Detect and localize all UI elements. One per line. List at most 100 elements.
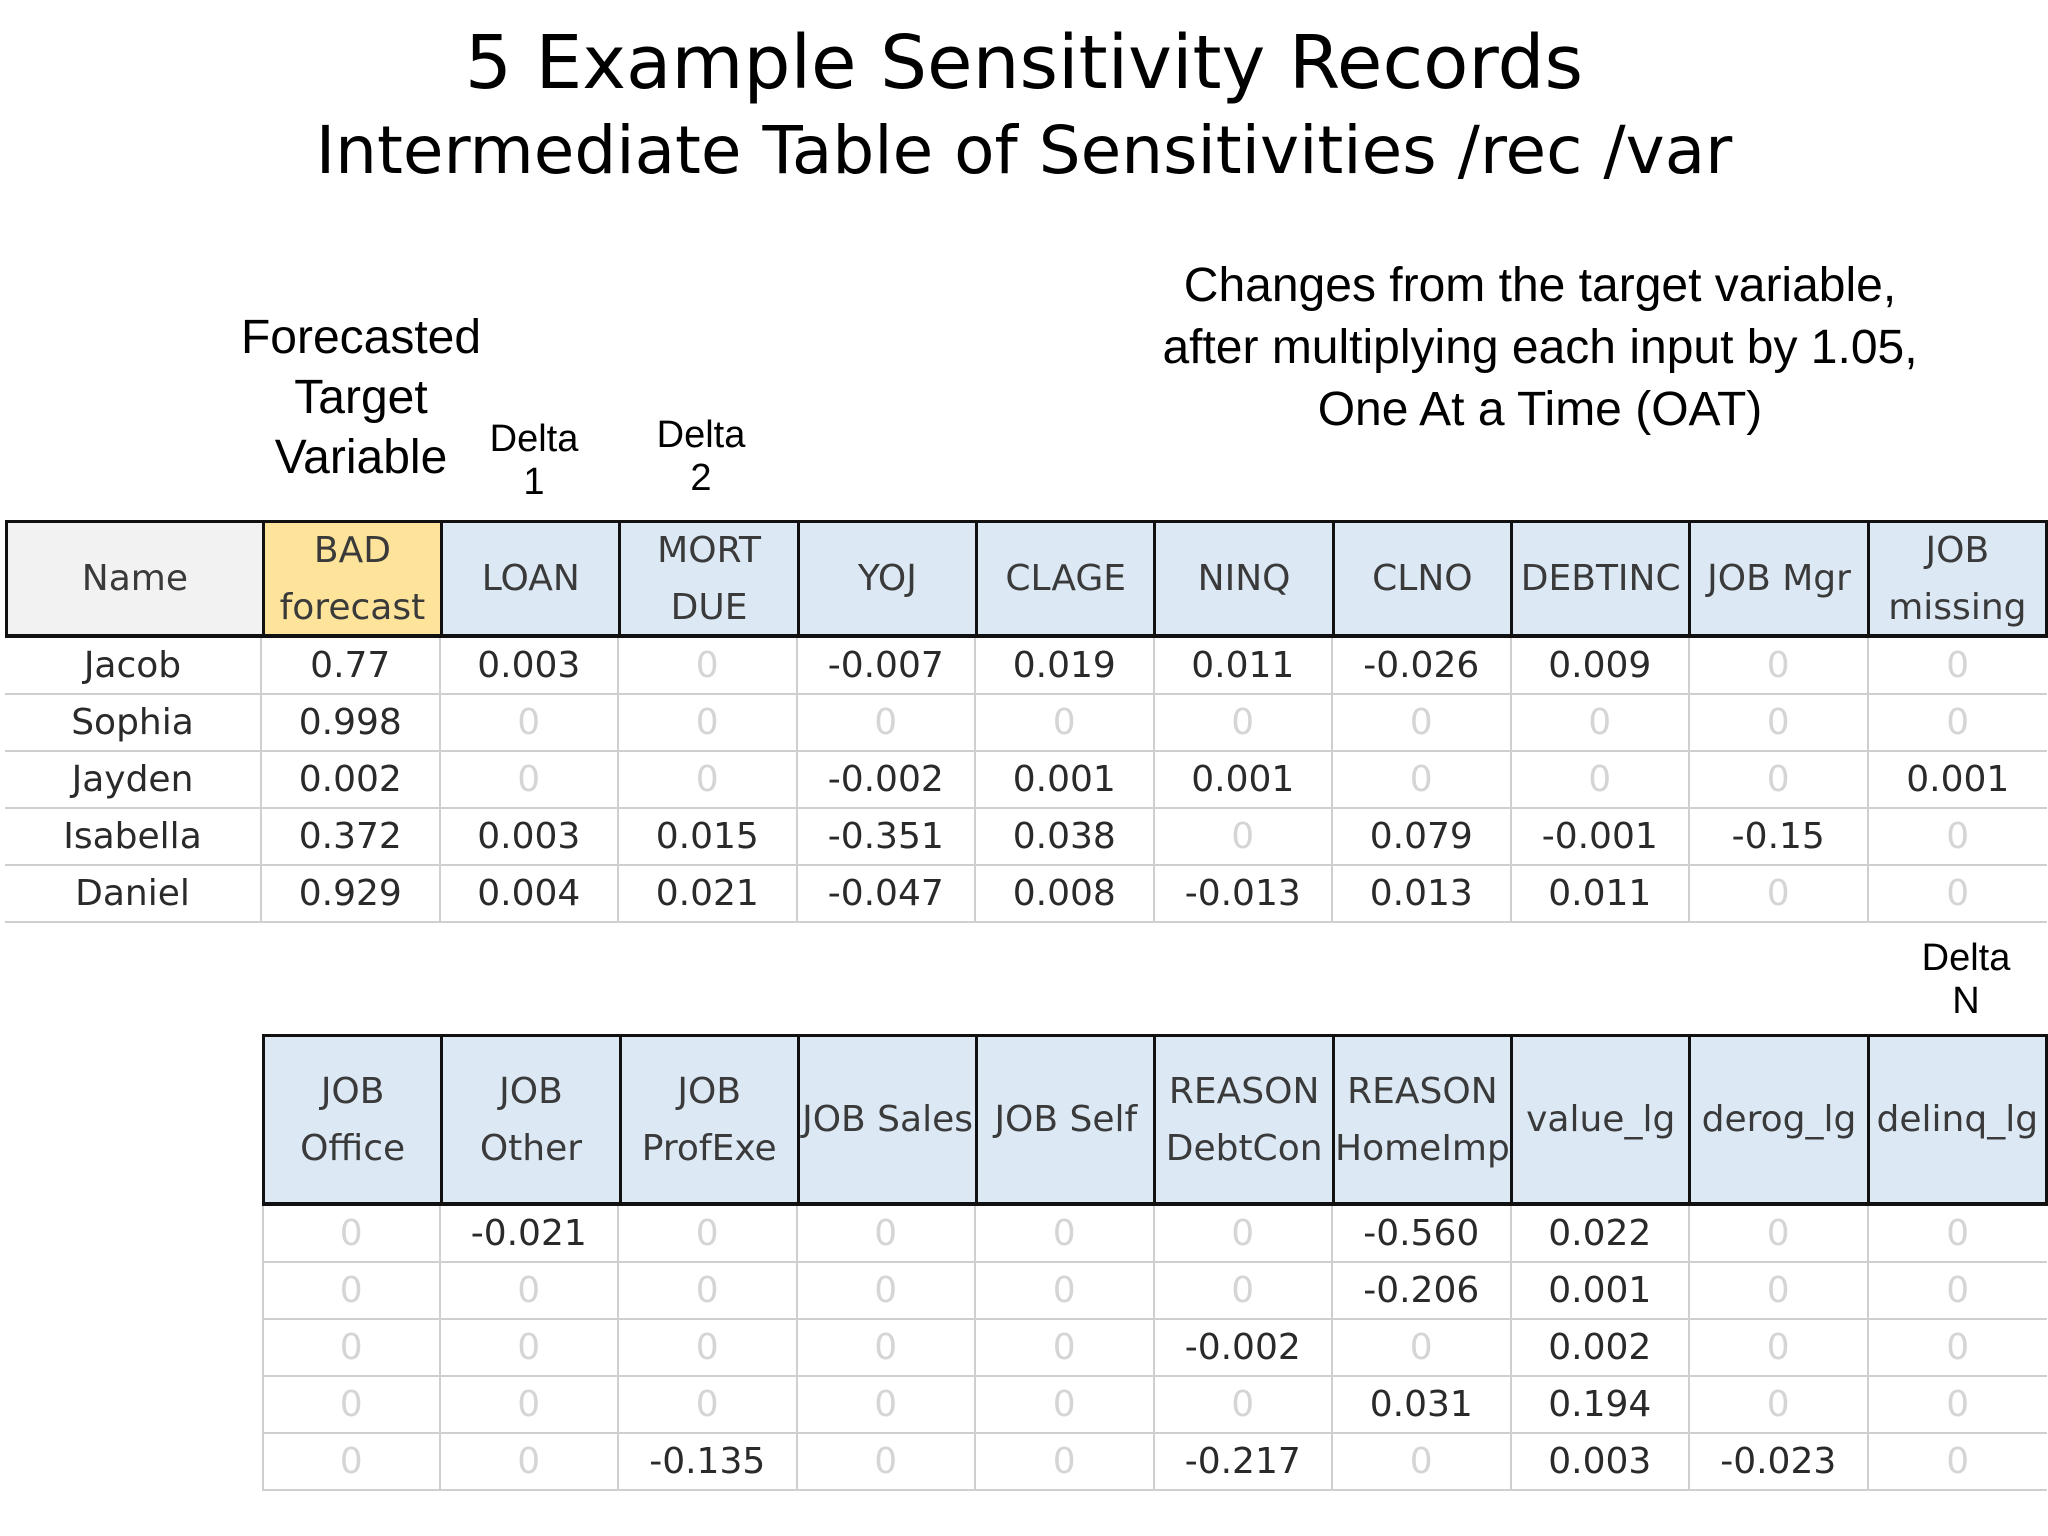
value-cell: 0 (262, 1320, 441, 1377)
slide-subtitle: Intermediate Table of Sensitivities /rec… (315, 112, 1733, 189)
record-name-cell: Jayden (5, 752, 262, 809)
value-cell: 0 (1868, 695, 2047, 752)
column-header-debtinc: DEBTINC (1513, 523, 1692, 634)
value-cell: 0 (262, 1206, 441, 1263)
value-cell: 0.003 (1511, 1434, 1690, 1491)
column-header-derog-lg: derog_lg (1691, 1037, 1870, 1202)
sensitivity-table-bottom: JOB Office JOB Other JOB ProfExe JOB Sales J… (262, 1034, 2048, 1491)
value-cell: 0 (1868, 638, 2047, 695)
slide-title: 5 Example Sensitivity Records (464, 20, 1584, 106)
value-cell: 0 (1690, 1377, 1869, 1434)
value-cell: 0.998 (262, 695, 441, 752)
value-cell: 0 (619, 695, 798, 752)
value-cell: 0 (619, 1377, 798, 1434)
value-cell: 0.002 (262, 752, 441, 809)
value-cell: 0 (1690, 1206, 1869, 1263)
value-cell: -0.217 (1154, 1434, 1333, 1491)
value-cell: -0.002 (1154, 1320, 1333, 1377)
record-name-cell: Daniel (5, 866, 262, 923)
record-name-cell: Sophia (5, 695, 262, 752)
value-cell: 0.011 (1511, 866, 1690, 923)
column-header-job-self: JOB Self (978, 1037, 1157, 1202)
value-cell: -0.001 (1511, 809, 1690, 866)
value-cell: 0.022 (1511, 1206, 1690, 1263)
table-row: 0 0 0 0 0 0 0.031 0.194 0 0 (262, 1377, 2048, 1434)
value-cell: 0 (1154, 809, 1333, 866)
value-cell: -0.026 (1333, 638, 1512, 695)
column-header-job-profexe: JOB ProfExe (621, 1037, 800, 1202)
value-cell: 0.008 (976, 866, 1155, 923)
value-cell: 0.001 (1511, 1263, 1690, 1320)
value-cell: 0 (797, 1434, 976, 1491)
value-cell: 0 (1868, 809, 2047, 866)
table-row: 0 0 0 0 0 -0.002 0 0.002 0 0 (262, 1320, 2048, 1377)
value-cell: -0.15 (1690, 809, 1869, 866)
value-cell: 0 (1333, 752, 1512, 809)
value-cell: 0 (1690, 752, 1869, 809)
column-header-mort-due: MORT DUE (621, 523, 800, 634)
value-cell: 0.003 (440, 638, 619, 695)
table-body: 0 -0.021 0 0 0 0 -0.560 0.022 0 0 0 0 0 0 0 0 -0.206 0.00… (262, 1206, 2048, 1491)
value-cell: 0 (1333, 695, 1512, 752)
table-header-row: JOB Office JOB Other JOB ProfExe JOB Sales J… (262, 1034, 2048, 1206)
delta2-annotation: Delta 2 (656, 414, 746, 500)
value-cell: 0 (619, 1206, 798, 1263)
value-cell: 0 (1690, 1263, 1869, 1320)
value-cell: 0 (797, 1377, 976, 1434)
value-cell: 0.038 (976, 809, 1155, 866)
value-cell: 0.194 (1511, 1377, 1690, 1434)
value-cell: -0.560 (1333, 1206, 1512, 1263)
value-cell: -0.135 (619, 1434, 798, 1491)
value-cell: 0.013 (1333, 866, 1512, 923)
value-cell: 0 (976, 1377, 1155, 1434)
record-name-cell: Jacob (5, 638, 262, 695)
value-cell: 0.001 (1868, 752, 2047, 809)
value-cell: 0 (262, 1434, 441, 1491)
table-row: 0 -0.021 0 0 0 0 -0.560 0.022 0 0 (262, 1206, 2048, 1263)
column-header-name: Name (8, 523, 265, 634)
value-cell: 0 (976, 695, 1155, 752)
value-cell: 0 (797, 1320, 976, 1377)
value-cell: 0 (1690, 638, 1869, 695)
value-cell: 0 (1511, 752, 1690, 809)
value-cell: 0 (1868, 1206, 2047, 1263)
value-cell: 0.079 (1333, 809, 1512, 866)
value-cell: 0.002 (1511, 1320, 1690, 1377)
value-cell: -0.206 (1333, 1263, 1512, 1320)
column-header-bad-forecast: BAD forecast (264, 523, 444, 634)
column-header-clno: CLNO (1334, 523, 1514, 634)
value-cell: 0 (440, 695, 619, 752)
value-cell: 0.004 (440, 866, 619, 923)
value-cell: 0.929 (262, 866, 441, 923)
value-cell: 0.021 (619, 866, 798, 923)
table-row: 0 0 -0.135 0 0 -0.217 0 0.003 -0.023 0 (262, 1434, 2048, 1491)
value-cell: -0.351 (797, 809, 976, 866)
table-row: Daniel 0.929 0.004 0.021 -0.047 0.008 -0.013 0.… (5, 866, 2048, 923)
value-cell: 0 (976, 1434, 1155, 1491)
value-cell: 0 (262, 1263, 441, 1320)
table-row: Jacob 0.77 0.003 0 -0.007 0.019 0.011 -0.026 0.0… (5, 638, 2048, 695)
value-cell: 0 (619, 1263, 798, 1320)
value-cell: 0 (1690, 695, 1869, 752)
value-cell: 0 (1154, 1206, 1333, 1263)
column-header-delinq-lg: delinq_lg (1869, 1037, 2048, 1202)
value-cell: 0.011 (1154, 638, 1333, 695)
value-cell: 0 (797, 695, 976, 752)
column-header-value-lg: value_lg (1513, 1037, 1692, 1202)
value-cell: 0 (1333, 1320, 1512, 1377)
value-cell: -0.013 (1154, 866, 1333, 923)
table-header-row: Name BAD forecast LOAN MORT DUE YOJ CLAGE NINQ… (5, 520, 2048, 638)
value-cell: -0.021 (440, 1206, 619, 1263)
value-cell: -0.002 (797, 752, 976, 809)
deltaN-annotation: Delta N (1921, 937, 2011, 1023)
value-cell: 0 (1868, 1434, 2047, 1491)
column-header-reason-debtcon: REASON DebtCon (1156, 1037, 1335, 1202)
value-cell: 0 (1868, 866, 2047, 923)
sensitivity-table-top: Name BAD forecast LOAN MORT DUE YOJ CLAGE NINQ… (5, 520, 2048, 923)
value-cell: 0 (619, 638, 798, 695)
value-cell: 0.015 (619, 809, 798, 866)
table-row: Isabella 0.372 0.003 0.015 -0.351 0.038 0 0.079… (5, 809, 2048, 866)
record-name-cell: Isabella (5, 809, 262, 866)
value-cell: 0 (1333, 1434, 1512, 1491)
column-header-loan: LOAN (443, 523, 622, 634)
